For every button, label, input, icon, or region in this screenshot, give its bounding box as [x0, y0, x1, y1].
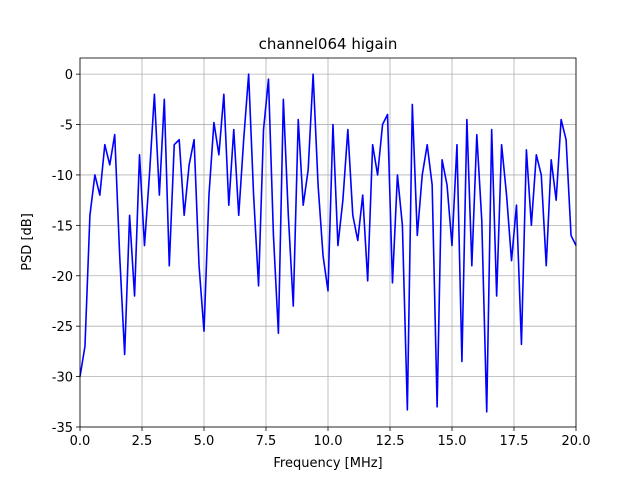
y-axis-label: PSD [dB] [20, 213, 35, 271]
y-tick-label: -5 [60, 119, 73, 134]
plot-frame [79, 57, 577, 428]
x-tick-label: 7.5 [256, 434, 277, 449]
x-axis-label: Frequency [MHz] [273, 456, 382, 471]
x-tick-label: 17.5 [500, 434, 529, 449]
x-tick-label: 5.0 [194, 434, 215, 449]
data-line [79, 73, 577, 413]
x-tick-label: 15.0 [438, 434, 467, 449]
x-tick-label: 0.0 [70, 434, 91, 449]
y-tick-label: -10 [52, 169, 73, 184]
y-tick-label: -35 [52, 421, 73, 436]
y-tick-label: -15 [52, 219, 73, 234]
y-tick-label: -30 [52, 371, 73, 386]
x-tick-label: 10.0 [314, 434, 343, 449]
y-tick-label: -25 [52, 320, 73, 335]
y-tick-label: -20 [52, 270, 73, 285]
x-tick-label: 20.0 [562, 434, 591, 449]
y-tick-label: 0 [65, 68, 73, 83]
x-tick-label: 12.5 [376, 434, 405, 449]
x-tick-label: 2.5 [132, 434, 153, 449]
chart-title: channel064 higain [259, 35, 398, 53]
